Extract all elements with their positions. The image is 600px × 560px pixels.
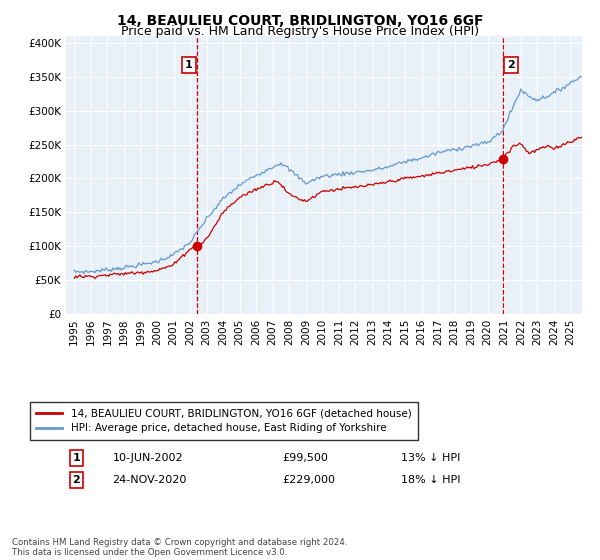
Legend: 14, BEAULIEU COURT, BRIDLINGTON, YO16 6GF (detached house), HPI: Average price, : 14, BEAULIEU COURT, BRIDLINGTON, YO16 6G… (30, 402, 418, 440)
Text: Price paid vs. HM Land Registry's House Price Index (HPI): Price paid vs. HM Land Registry's House … (121, 25, 479, 38)
Text: 24-NOV-2020: 24-NOV-2020 (112, 475, 187, 485)
Text: 2: 2 (507, 60, 515, 70)
Text: £229,000: £229,000 (283, 475, 336, 485)
Text: 1: 1 (73, 452, 80, 463)
Text: 2: 2 (73, 475, 80, 485)
Text: 14, BEAULIEU COURT, BRIDLINGTON, YO16 6GF: 14, BEAULIEU COURT, BRIDLINGTON, YO16 6G… (117, 14, 483, 28)
Text: Contains HM Land Registry data © Crown copyright and database right 2024.
This d: Contains HM Land Registry data © Crown c… (12, 538, 347, 557)
Text: £99,500: £99,500 (283, 452, 329, 463)
Text: 10-JUN-2002: 10-JUN-2002 (112, 452, 183, 463)
Text: 18% ↓ HPI: 18% ↓ HPI (401, 475, 461, 485)
Text: 1: 1 (185, 60, 193, 70)
Text: 13% ↓ HPI: 13% ↓ HPI (401, 452, 461, 463)
